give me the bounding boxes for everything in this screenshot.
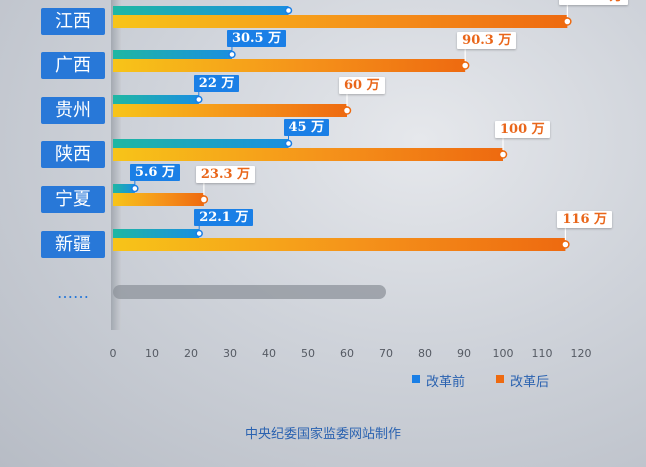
- bar-before-marker: [131, 184, 139, 193]
- category-label: 新疆: [41, 231, 105, 258]
- data-label-before: 22 万: [193, 75, 240, 92]
- x-tick-label: 90: [457, 347, 471, 360]
- bar-after-marker: [460, 61, 470, 70]
- x-tick-label: 40: [262, 347, 276, 360]
- x-tick-label: 30: [223, 347, 237, 360]
- data-label-after: 116.5 万: [559, 0, 628, 5]
- x-tick-label: 50: [301, 347, 315, 360]
- bar-after-marker: [342, 106, 352, 115]
- data-label-after: 90.3 万: [457, 32, 517, 49]
- category-label: 广西: [41, 52, 105, 79]
- data-label-after: 100 万: [495, 121, 550, 138]
- bar-before: [113, 50, 232, 59]
- category-label: ……: [57, 283, 89, 302]
- bar-before: [113, 139, 289, 148]
- x-tick-label: 10: [145, 347, 159, 360]
- x-tick-label: 110: [531, 347, 553, 360]
- placeholder-bar: [113, 285, 386, 299]
- x-tick-label: 70: [379, 347, 393, 360]
- bar-before-marker: [228, 50, 236, 59]
- legend-label-before: 改革前: [426, 375, 466, 390]
- legend-swatch-after: [496, 375, 504, 383]
- category-label: 贵州: [41, 97, 105, 124]
- x-tick-label: 60: [340, 347, 354, 360]
- source-credit: 中央纪委国家监委网站制作: [244, 427, 401, 442]
- x-tick-label: 20: [184, 347, 198, 360]
- bar-before: [113, 95, 199, 104]
- bar-after-marker: [498, 150, 508, 159]
- bar-before-marker: [284, 6, 293, 15]
- bar-after: [113, 59, 466, 72]
- bar-before: [113, 229, 200, 238]
- data-label-before: 22.1 万: [194, 209, 254, 226]
- data-label-before: 5.6 万: [129, 164, 180, 181]
- category-label: 宁夏: [41, 186, 105, 213]
- bar-after: [113, 104, 347, 117]
- x-tick-label: 120: [570, 347, 592, 360]
- data-label-after: 60 万: [339, 77, 385, 94]
- bar-before-marker: [195, 95, 203, 104]
- data-label-after: 23.3 万: [195, 166, 256, 183]
- bar-before: [113, 6, 289, 15]
- data-label-before: 30.5 万: [226, 30, 287, 47]
- category-label: 陕西: [41, 141, 105, 168]
- bar-after-marker: [563, 17, 572, 26]
- category-label: 江西: [41, 8, 105, 35]
- x-tick-label: 0: [109, 347, 117, 360]
- bar-after: [113, 15, 568, 28]
- bar-after: [113, 148, 503, 161]
- legend-label-after: 改革后: [510, 375, 550, 390]
- x-tick-label: 100: [492, 347, 514, 360]
- axis-baseline: [111, 0, 121, 330]
- legend-swatch-before: [412, 375, 420, 383]
- bar-after-marker: [561, 240, 570, 249]
- bar-after-marker: [199, 195, 209, 204]
- bar-before: [113, 184, 135, 193]
- data-label-before: 45 万: [283, 119, 330, 136]
- x-tick-label: 80: [418, 347, 432, 360]
- bar-after: [113, 238, 566, 251]
- bar-before-marker: [284, 139, 293, 148]
- data-label-after: 116 万: [557, 211, 613, 228]
- bar-before-marker: [195, 229, 203, 238]
- bar-after: [113, 193, 204, 206]
